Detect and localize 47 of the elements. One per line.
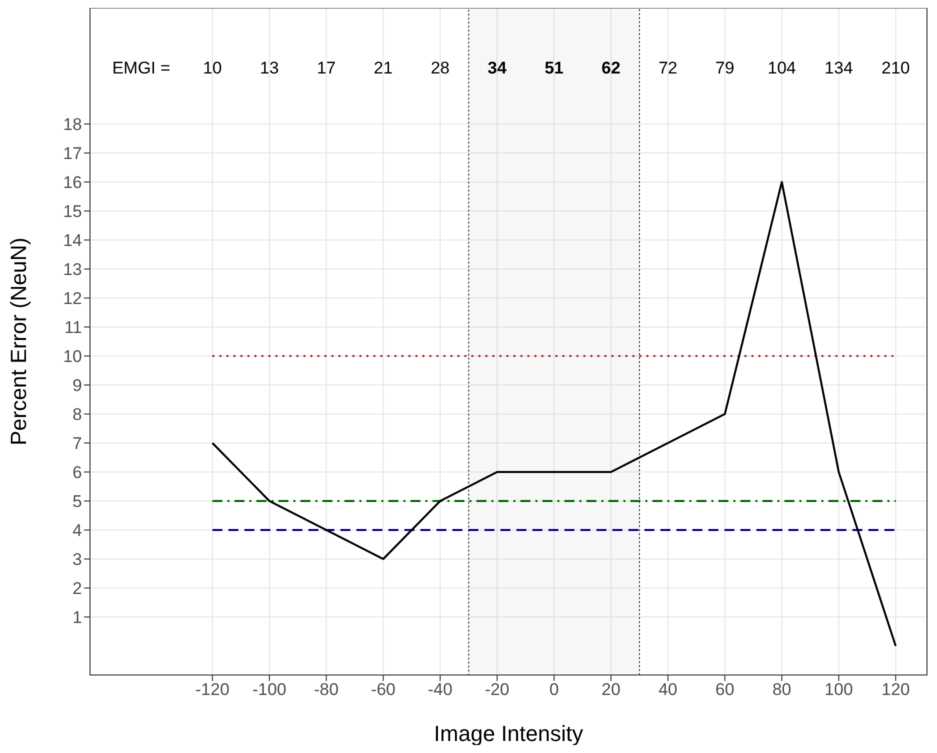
y-tick-label: 17 — [63, 144, 82, 164]
annotation: 104 — [768, 58, 796, 78]
annotation: 72 — [658, 58, 678, 78]
y-tick-label: 12 — [63, 289, 82, 308]
y-tick-label: 11 — [64, 318, 82, 338]
y-tick-label: 4 — [72, 521, 82, 540]
x-tick-label: 60 — [715, 680, 734, 700]
annotation: 17 — [316, 58, 336, 78]
y-tick-label: 8 — [72, 405, 82, 424]
x-tick-label: -60 — [370, 680, 396, 700]
x-tick-label: 100 — [824, 680, 853, 700]
annotation: 51 — [544, 58, 564, 78]
y-tick-label: 15 — [63, 202, 82, 222]
y-tick-label: 3 — [72, 550, 82, 570]
annotation: 134 — [824, 58, 853, 78]
y-tick-label: 2 — [72, 579, 82, 598]
y-tick-label: 13 — [63, 260, 82, 280]
y-tick-label: 10 — [63, 347, 82, 366]
line-series — [211, 181, 897, 647]
y-tick-label: 16 — [63, 173, 82, 192]
annotation: 79 — [715, 58, 734, 78]
x-tick-label: 80 — [772, 680, 792, 700]
annotation: 210 — [881, 58, 910, 78]
y-axis-title: Percent Error (NeuN) — [6, 238, 31, 446]
y-tick-label: 7 — [72, 434, 82, 454]
x-tick-label: 0 — [549, 680, 559, 700]
y-tick-label: 14 — [63, 231, 82, 250]
y-tick-label: 5 — [72, 492, 82, 512]
x-tick-label: 40 — [658, 680, 678, 700]
y-tick-label: 9 — [72, 376, 82, 396]
annotation: 62 — [602, 58, 620, 78]
x-tick-label: -120 — [195, 680, 230, 700]
annotation: 28 — [430, 58, 450, 78]
y-tick-label: 1 — [72, 608, 82, 628]
annotation: EMGI = — [112, 58, 170, 78]
x-tick-label: 120 — [881, 680, 910, 700]
y-tick-label: 18 — [63, 115, 82, 134]
annotation: 34 — [488, 58, 508, 78]
annotation: 10 — [202, 58, 222, 78]
y-tick-label: 6 — [72, 463, 82, 482]
annotation: 21 — [374, 58, 393, 78]
x-tick-label: -40 — [428, 680, 452, 700]
x-tick-label: -80 — [314, 680, 339, 700]
x-tick-label: 20 — [602, 680, 620, 700]
x-tick-label: -20 — [484, 680, 510, 700]
x-tick-label: -100 — [252, 680, 286, 700]
annotation: 13 — [260, 58, 279, 78]
